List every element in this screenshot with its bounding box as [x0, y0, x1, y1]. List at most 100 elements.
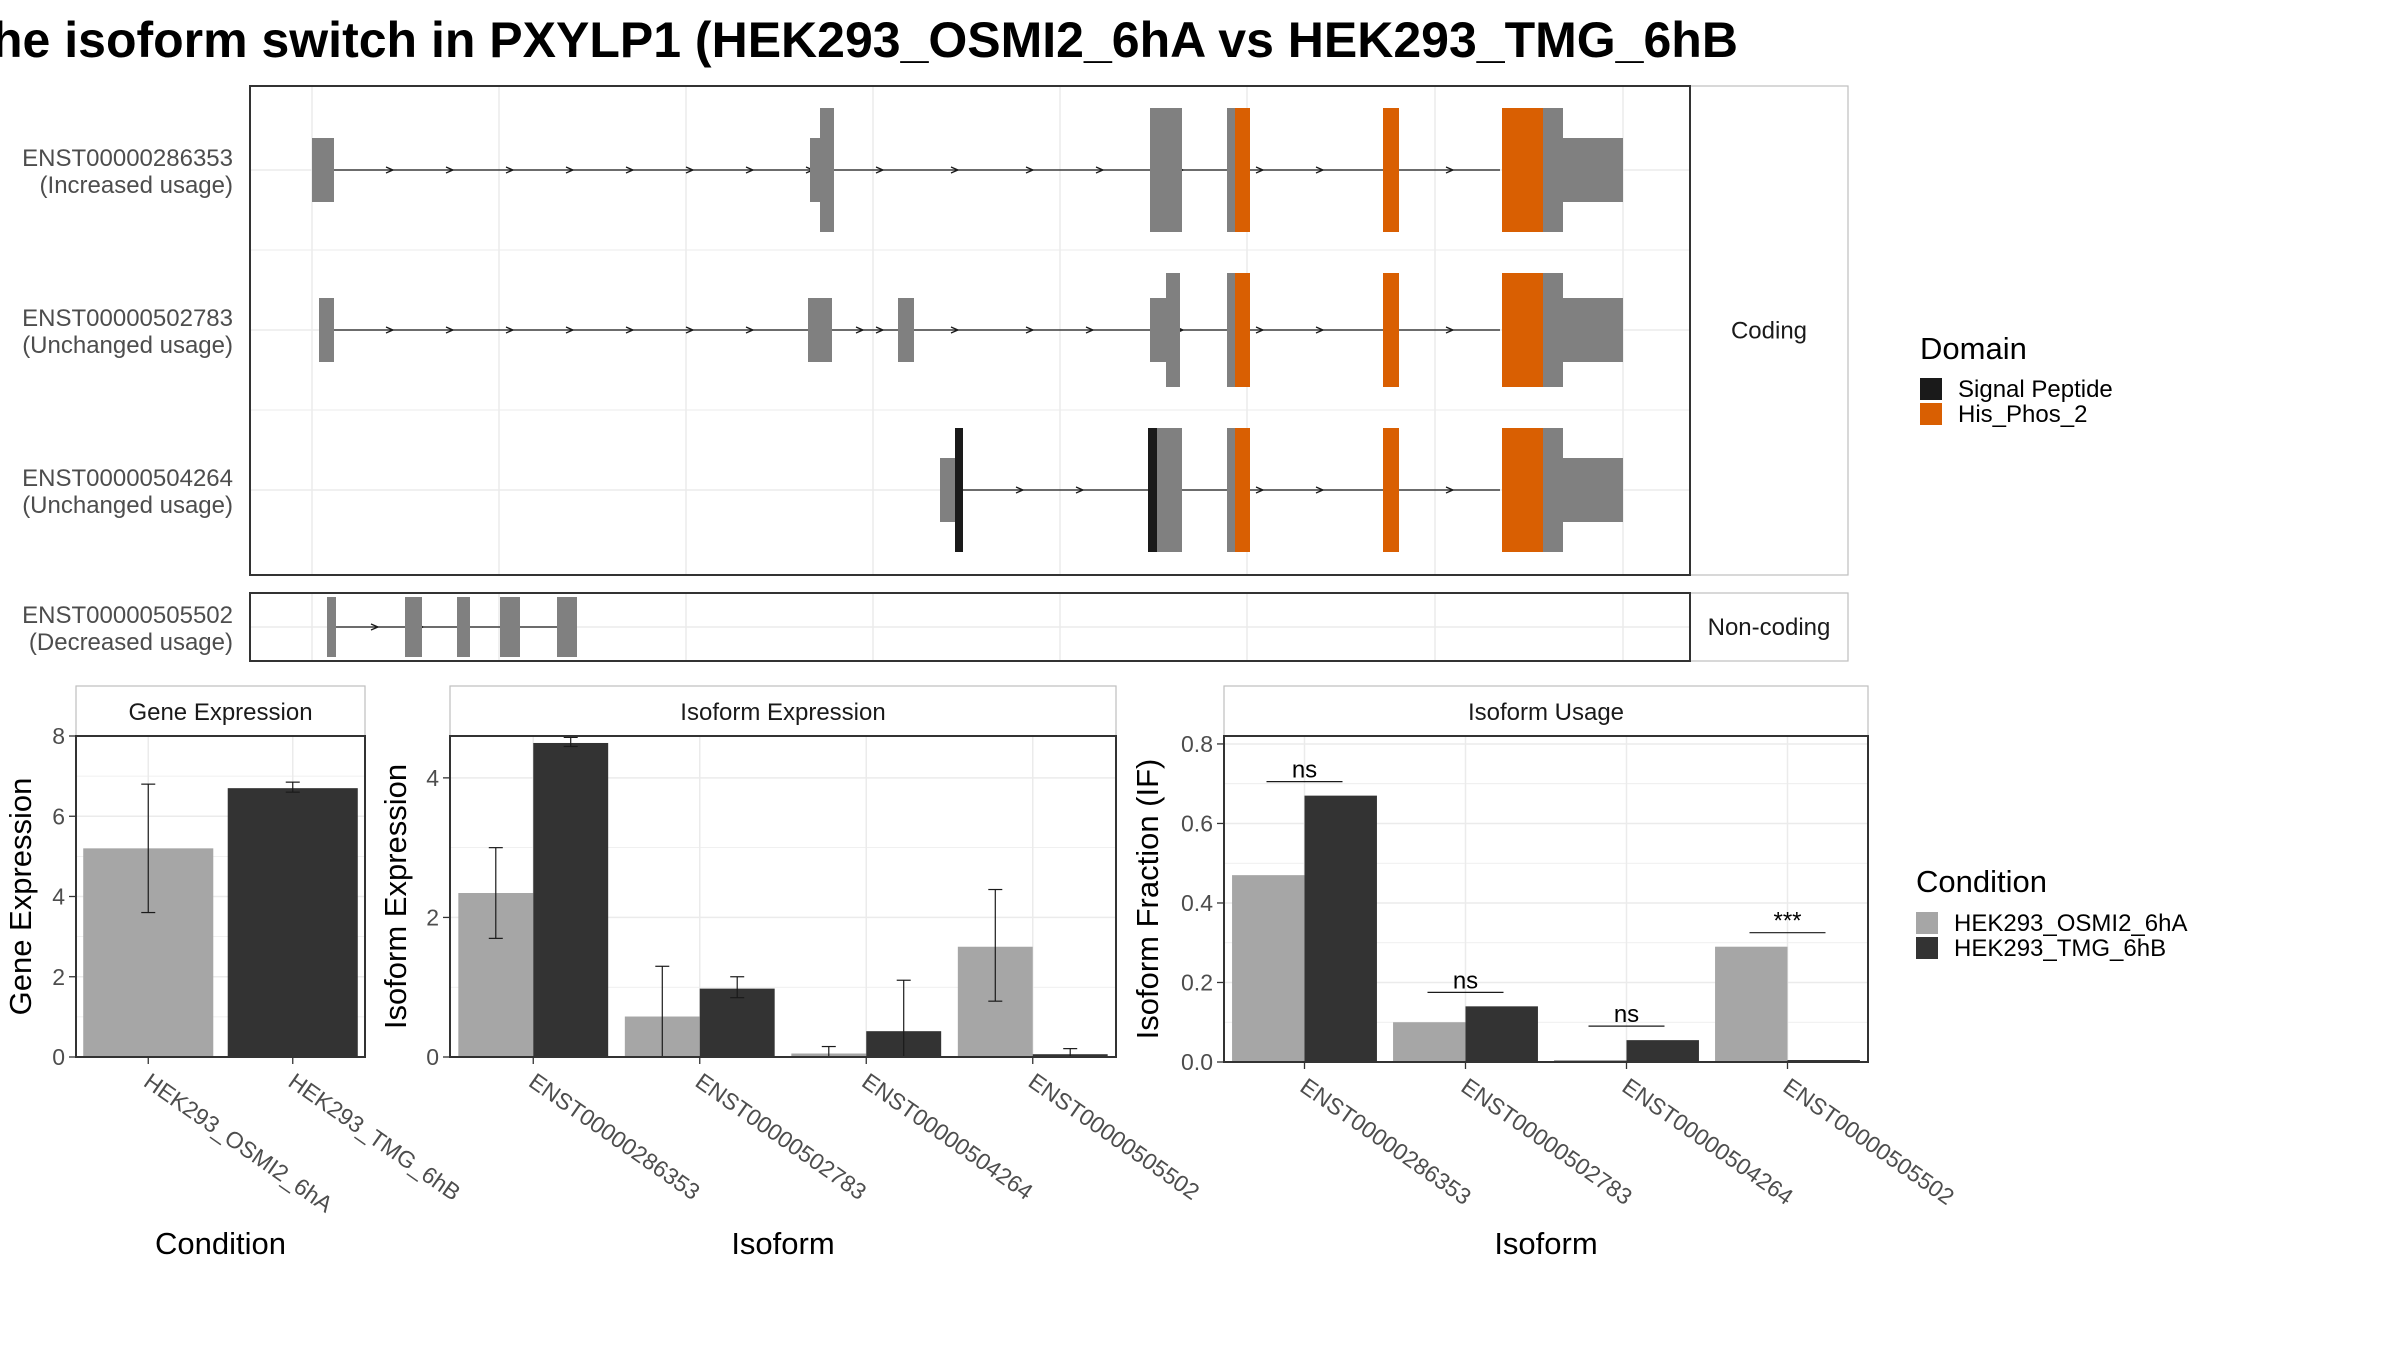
bar — [1715, 946, 1788, 1062]
x-axis-title: Isoform — [731, 1226, 834, 1261]
transcript-usage: (Unchanged usage) — [22, 332, 233, 359]
exon — [1383, 428, 1399, 552]
strand-arrow — [1255, 486, 1265, 494]
x-tick-label: ENST00000502783 — [691, 1068, 871, 1205]
exon — [327, 597, 336, 657]
exon — [1148, 428, 1157, 552]
exon — [1166, 273, 1180, 387]
domain-legend-label: Signal Peptide — [1958, 376, 2113, 403]
bar — [1304, 795, 1377, 1062]
transcript-model — [940, 428, 1623, 552]
strand-arrow — [875, 326, 885, 334]
bar — [1465, 1006, 1538, 1062]
bar — [1232, 875, 1305, 1062]
exon — [1235, 108, 1250, 232]
structure-panel-border — [249, 85, 1691, 576]
exon — [1502, 273, 1543, 387]
exon — [898, 298, 914, 362]
strand-arrow — [1025, 326, 1035, 334]
exon — [955, 428, 963, 552]
transcript-usage: (Unchanged usage) — [22, 492, 233, 519]
strand-arrow — [855, 326, 865, 334]
strand-arrow — [1445, 486, 1455, 494]
strand-arrow — [745, 326, 755, 334]
exon — [1383, 108, 1399, 232]
strand-arrow — [745, 166, 755, 174]
strand-arrow — [385, 326, 395, 334]
bar — [227, 788, 358, 1057]
condition-legend-label: HEK293_OSMI2_6hA — [1954, 910, 2187, 937]
strand-arrow — [875, 166, 885, 174]
strand-arrow — [370, 623, 380, 631]
transcript-id: ENST00000504264 — [22, 465, 233, 492]
condition-legend-key — [1916, 937, 1938, 959]
transcript-usage: (Increased usage) — [40, 172, 233, 199]
transcript-structure-panel: Coding Non-coding ENST00000286353(Increase… — [22, 85, 1849, 662]
panel-strip — [75, 685, 366, 737]
condition-legend-key — [1916, 912, 1938, 934]
strand-arrow — [625, 326, 635, 334]
strand-arrow — [445, 166, 455, 174]
exon — [1227, 273, 1235, 387]
y-tick-label: 0.2 — [1181, 969, 1213, 995]
y-tick-label: 6 — [52, 803, 65, 829]
condition-legend-title: Condition — [1916, 864, 2047, 899]
domain-legend-title: Domain — [1920, 331, 2027, 366]
exon — [1543, 273, 1563, 387]
strand-arrow — [625, 166, 635, 174]
x-tick-label: ENST00000286353 — [1296, 1073, 1476, 1210]
strand-arrow — [1015, 486, 1025, 494]
y-axis-title: Isoform Expression — [378, 764, 413, 1029]
strand-arrow — [1085, 326, 1095, 334]
x-tick-label: ENST00000505502 — [1779, 1073, 1959, 1210]
strand-arrow — [1075, 486, 1085, 494]
strand-arrow — [1445, 326, 1455, 334]
isoform-usage-panel: Isoform Usage ns ns ns *** 0.0 0.2 0.4 0.6 0.8 ENS… — [1130, 685, 1959, 1261]
exon — [1543, 428, 1563, 552]
significance-label: ns — [1292, 757, 1317, 784]
bar — [1626, 1040, 1699, 1062]
exon — [500, 597, 520, 657]
strand-arrow — [1255, 166, 1265, 174]
transcript-id: ENST00000286353 — [22, 145, 233, 172]
transcript-model — [312, 108, 1623, 232]
strand-arrow — [1025, 166, 1035, 174]
y-tick-label: 0 — [426, 1044, 439, 1070]
y-tick-label: 4 — [52, 884, 65, 910]
x-tick-label: ENST00000502783 — [1457, 1073, 1637, 1210]
exon — [1383, 273, 1399, 387]
y-tick-label: 0.0 — [1181, 1049, 1213, 1075]
significance-label: ns — [1614, 1001, 1639, 1028]
strand-arrow — [950, 326, 960, 334]
transcript-model — [327, 597, 577, 657]
bar — [1393, 1022, 1466, 1062]
panel-strip — [1223, 685, 1869, 737]
strand-arrow — [1315, 166, 1325, 174]
exon — [1502, 108, 1543, 232]
strand-arrow — [1095, 166, 1105, 174]
y-tick-label: 4 — [426, 765, 439, 791]
panel-title: Gene Expression — [128, 699, 312, 726]
strand-arrow — [685, 166, 695, 174]
significance-label: ns — [1453, 967, 1478, 994]
strand-arrow — [1315, 326, 1325, 334]
facet-strip-label: Coding — [1731, 318, 1807, 345]
transcript-id: ENST00000502783 — [22, 305, 233, 332]
x-tick-label: ENST00000504264 — [1618, 1073, 1799, 1210]
strand-arrow — [950, 166, 960, 174]
significance-label: *** — [1773, 908, 1801, 935]
strand-arrow — [1315, 486, 1325, 494]
x-axis-title: Isoform — [1494, 1226, 1597, 1261]
x-tick-label: ENST00000286353 — [524, 1068, 704, 1205]
panel-title: Isoform Usage — [1468, 699, 1624, 726]
exon — [557, 597, 577, 657]
exon — [319, 298, 334, 362]
y-tick-label: 0.6 — [1181, 810, 1213, 836]
structure-panel-border — [249, 592, 1691, 662]
exon — [1235, 273, 1250, 387]
strand-arrow — [1255, 326, 1265, 334]
y-tick-label: 8 — [52, 723, 65, 749]
strand-arrow — [565, 166, 575, 174]
exon — [940, 458, 955, 522]
